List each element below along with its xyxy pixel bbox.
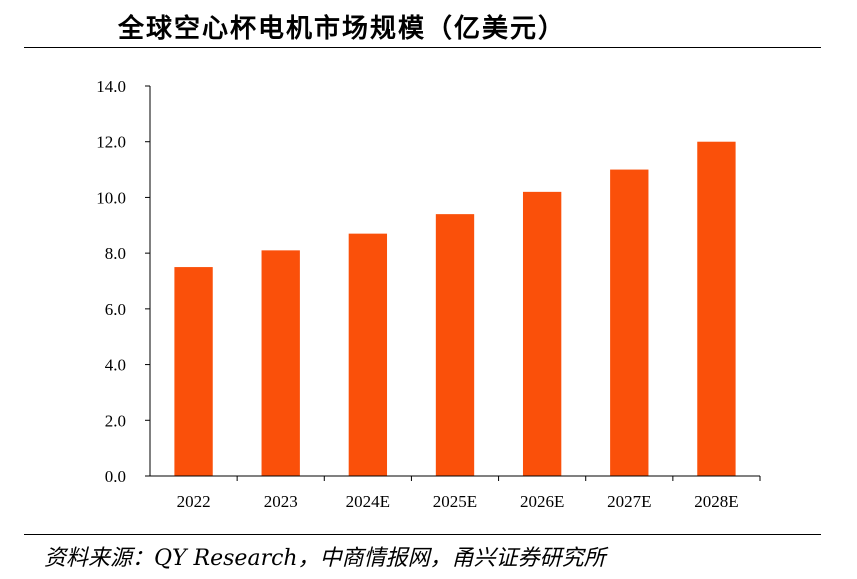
bar-chart: 0.0 2.0 4.0 6.0 8.0 10.0 12.0 14.0 2022 2023 2024… [96,77,761,511]
bar-2028e [697,141,736,476]
bars [174,141,736,477]
source-rule [24,534,821,535]
x-tick-label: 2023 [264,492,298,511]
y-tick-label: 4.0 [105,356,126,375]
y-tick-label: 2.0 [105,411,126,430]
y-axis-ticks: 0.0 2.0 4.0 6.0 8.0 10.0 12.0 14.0 [96,77,150,486]
bar-2024e [348,233,388,476]
bar-2022 [174,267,213,476]
x-tick-label: 2024E [346,492,390,511]
bar-2026e [522,191,562,476]
source-note: 资料来源：QY Research，中商情报网，甬兴证券研究所 [44,546,606,571]
bar-2027e [610,169,649,477]
y-tick-label: 0.0 [105,467,126,486]
x-tick-label: 2022 [177,492,211,511]
x-axis-labels: 2022 2023 2024E 2025E 2026E 2027E 2028E [177,476,761,511]
x-tick-label: 2028E [694,492,738,511]
y-tick-label: 10.0 [96,188,126,207]
y-tick-label: 6.0 [105,300,126,319]
bar-2025e [435,214,475,476]
x-tick-label: 2025E [433,492,477,511]
y-tick-label: 12.0 [96,133,126,152]
bar-2023 [261,250,300,476]
y-tick-label: 8.0 [105,244,126,263]
chart-title: 全球空心杯电机市场规模（亿美元） [118,14,567,44]
x-tick-label: 2026E [520,492,564,511]
title-rule [24,47,821,48]
x-tick-label: 2027E [607,492,651,511]
y-tick-label: 14.0 [96,77,126,96]
